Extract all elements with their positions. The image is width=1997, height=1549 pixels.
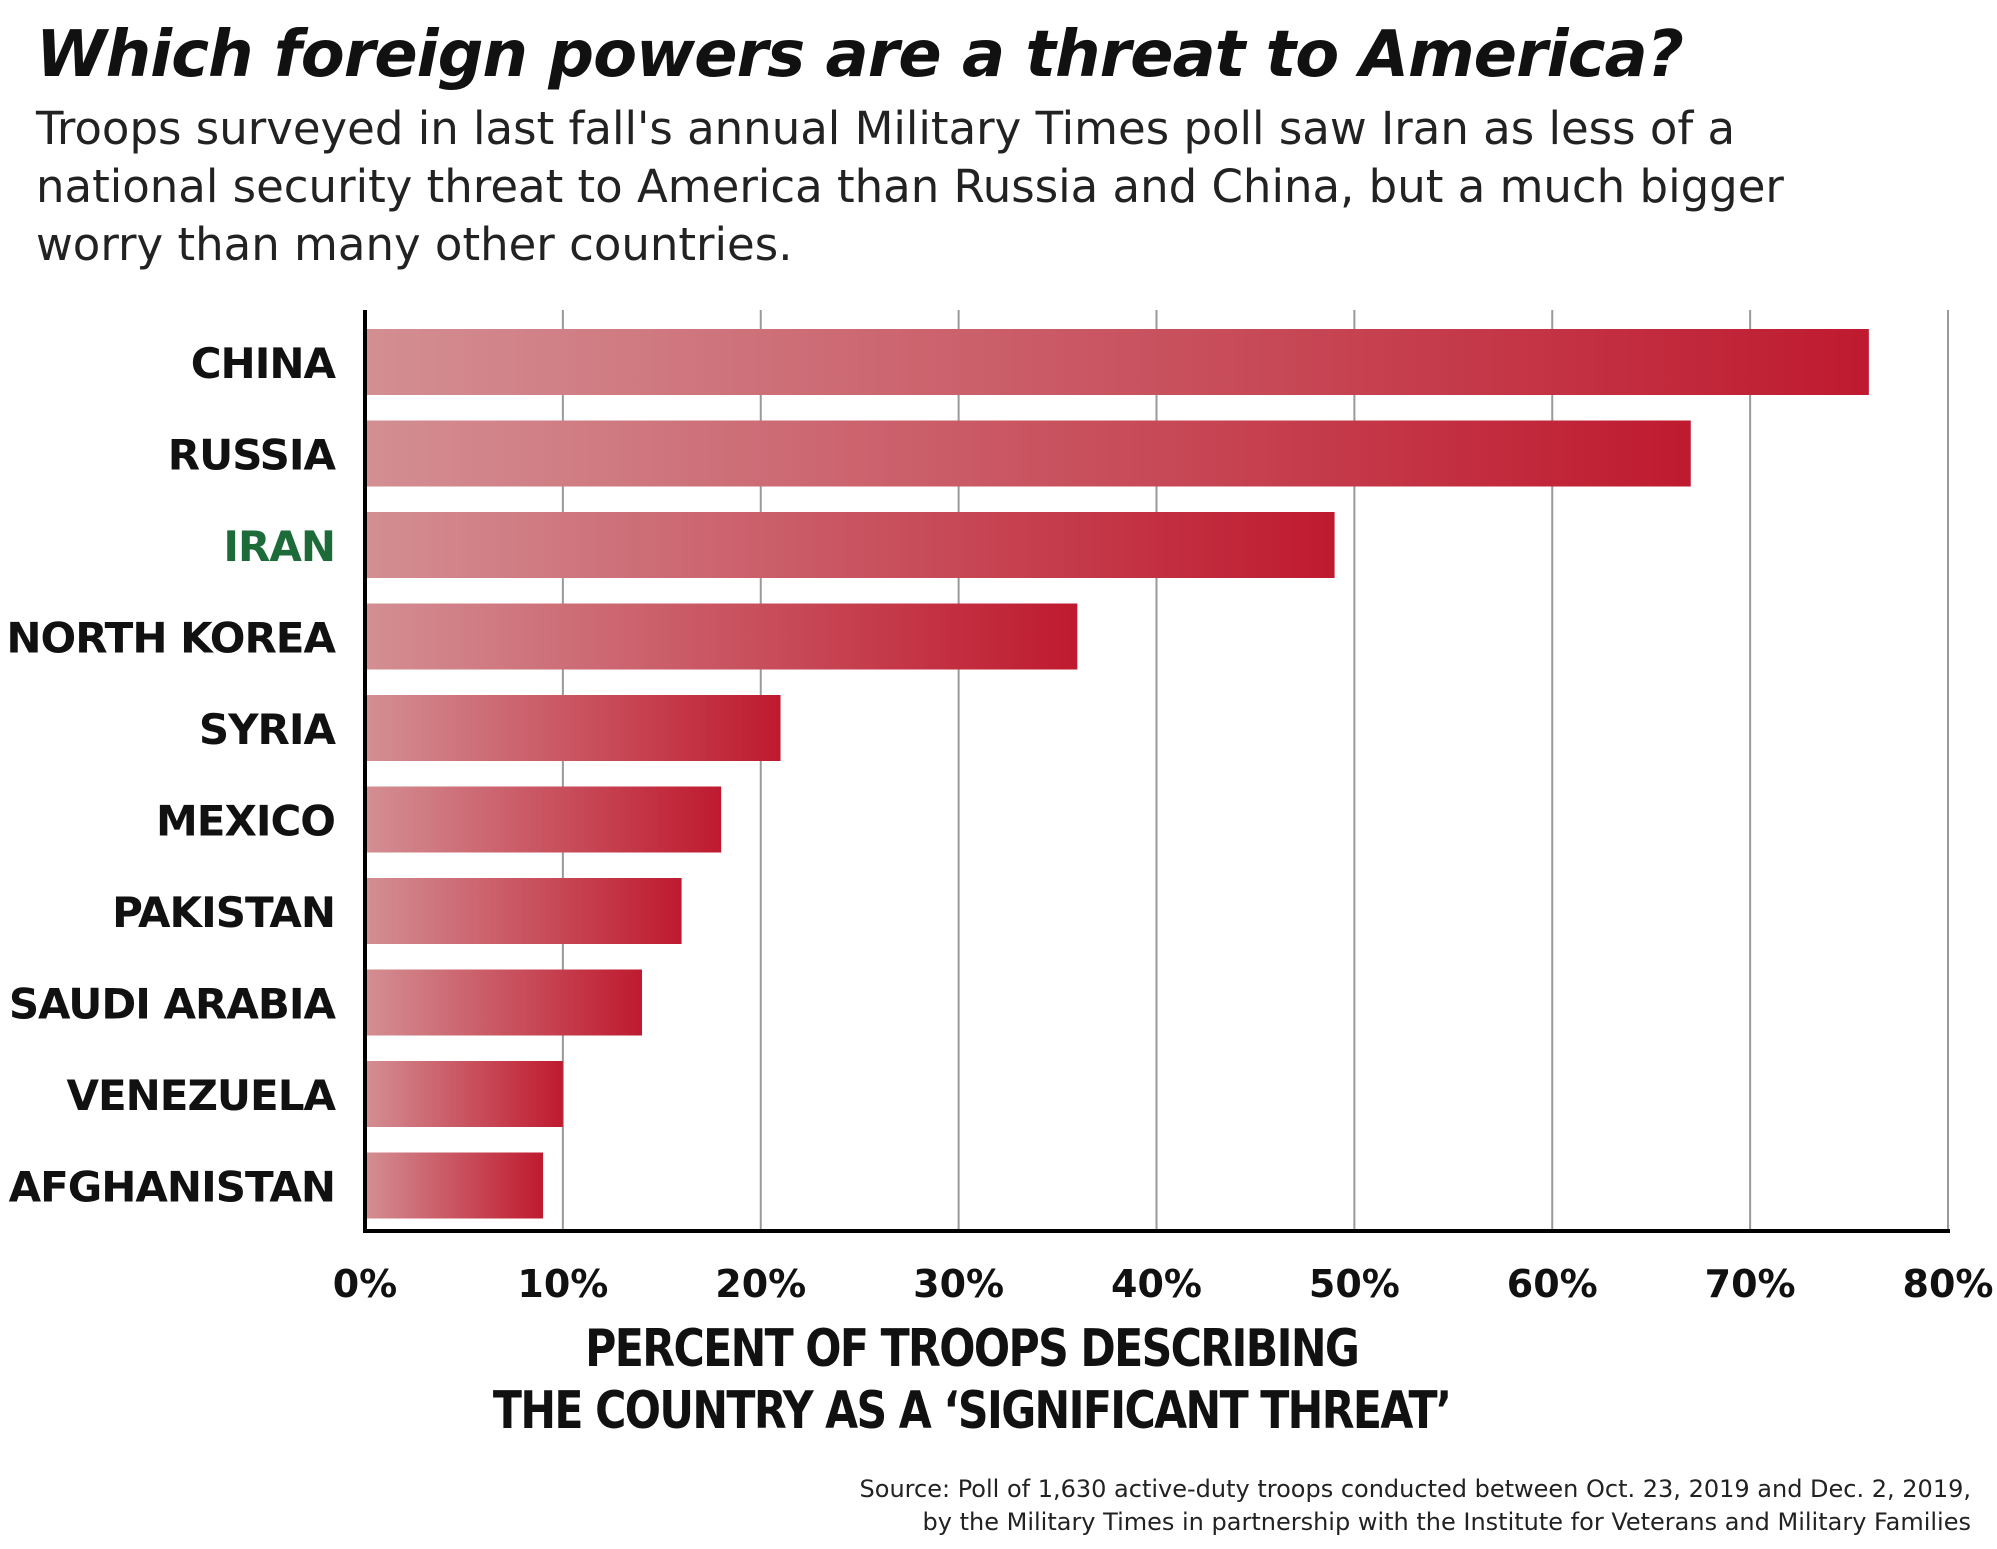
bar xyxy=(365,969,643,1036)
category-label: VENEZUELA xyxy=(66,1071,336,1120)
category-label: PAKISTAN xyxy=(112,888,335,937)
bar xyxy=(365,1061,563,1127)
category-label: CHINA xyxy=(191,339,337,388)
category-label: MEXICO xyxy=(156,797,335,846)
category-label: SYRIA xyxy=(199,705,337,754)
bar xyxy=(365,329,1869,395)
bar xyxy=(365,695,781,761)
source-note: Source: Poll of 1,630 active-duty troops… xyxy=(860,1473,1971,1539)
bar xyxy=(365,786,722,853)
bar xyxy=(365,603,1078,670)
x-tick-label: 10% xyxy=(517,1262,608,1306)
axes xyxy=(363,310,1950,1233)
bars xyxy=(365,329,1869,1219)
category-label: IRAN xyxy=(223,522,335,571)
category-label: NORTH KOREA xyxy=(6,614,336,663)
bar xyxy=(365,420,1691,487)
category-labels: CHINA RUSSIA IRAN NORTH KOREA SYRIA MEXICO PAK… xyxy=(6,339,337,1212)
x-tick-label: 50% xyxy=(1309,1262,1400,1306)
bar xyxy=(365,512,1335,578)
bar xyxy=(365,878,682,944)
x-tick-labels: 0% 10% 20% 30% 40% 50% 60% 70% 80% xyxy=(333,1262,1994,1306)
x-tick-label: 20% xyxy=(715,1262,806,1306)
source-line-1: Source: Poll of 1,630 active-duty troops… xyxy=(859,1475,1971,1503)
x-axis-title: PERCENT OF TROOPS DESCRIBING THE COUNTRY… xyxy=(0,1318,1943,1442)
x-tick-label: 30% xyxy=(913,1262,1004,1306)
source-line-2: by the Military Times in partnership wit… xyxy=(922,1508,1971,1536)
category-label: RUSSIA xyxy=(168,431,337,480)
x-axis-title-line-1: PERCENT OF TROOPS DESCRIBING xyxy=(585,1319,1360,1379)
x-tick-label: 60% xyxy=(1507,1262,1598,1306)
category-label: AFGHANISTAN xyxy=(9,1163,335,1212)
category-label: SAUDI ARABIA xyxy=(9,980,337,1029)
x-tick-label: 0% xyxy=(333,1262,398,1306)
x-tick-label: 40% xyxy=(1111,1262,1202,1306)
chart-subtitle: Troops surveyed in last fall's annual Mi… xyxy=(36,102,1784,271)
x-tick-label: 80% xyxy=(1903,1262,1994,1306)
bar xyxy=(365,1152,544,1219)
x-axis-title-line-2: THE COUNTRY AS A ‘SIGNIFICANT THREAT’ xyxy=(492,1381,1452,1441)
x-tick-label: 70% xyxy=(1705,1262,1796,1306)
chart-title: Which foreign powers are a threat to Ame… xyxy=(36,18,1684,92)
